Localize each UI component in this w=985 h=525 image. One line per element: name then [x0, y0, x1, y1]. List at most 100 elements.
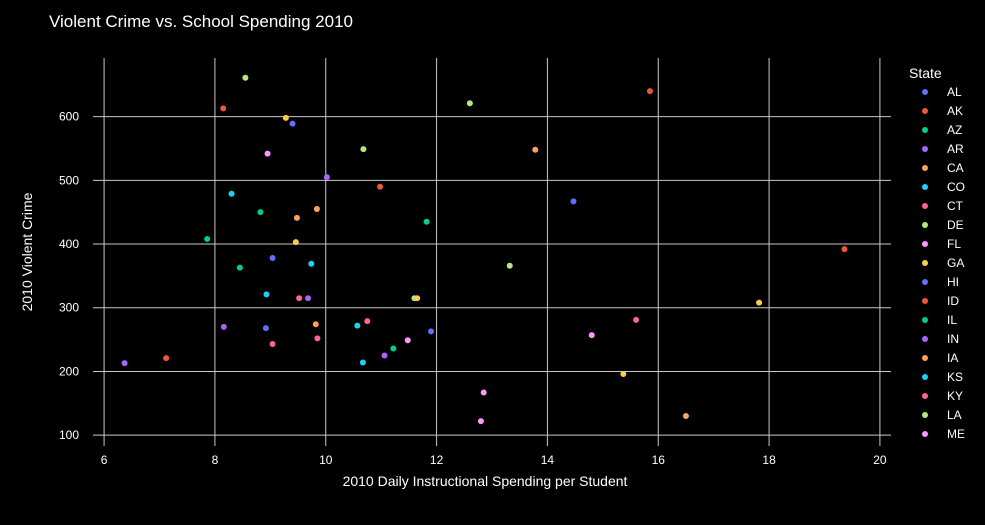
- data-point[interactable]: [323, 174, 330, 181]
- data-point[interactable]: [377, 183, 384, 190]
- legend-item[interactable]: IN: [922, 332, 959, 346]
- legend-item[interactable]: AK: [922, 104, 963, 118]
- data-point[interactable]: [262, 325, 269, 332]
- x-tick-label: 12: [430, 453, 444, 467]
- data-point[interactable]: [756, 299, 763, 306]
- legend-marker: [922, 146, 928, 152]
- data-point[interactable]: [354, 322, 361, 329]
- data-point[interactable]: [633, 316, 640, 323]
- data-point[interactable]: [314, 335, 321, 342]
- data-point[interactable]: [423, 218, 430, 225]
- x-axis-title: 2010 Daily Instructional Spending per St…: [343, 473, 628, 489]
- x-tick-label: 14: [541, 453, 555, 467]
- data-point[interactable]: [121, 360, 128, 367]
- data-point[interactable]: [292, 239, 299, 246]
- data-point[interactable]: [242, 74, 249, 81]
- legend-marker: [922, 317, 928, 323]
- legend-marker: [922, 165, 928, 171]
- data-point[interactable]: [841, 246, 848, 253]
- legend[interactable]: State AL AK AZ AR CA CO CT DE FL GA HI ID IL IN IA KS KY…: [909, 65, 965, 441]
- legend-marker: [922, 222, 928, 228]
- legend-label: AR: [947, 142, 964, 156]
- legend-item[interactable]: DE: [922, 218, 964, 232]
- data-point[interactable]: [220, 105, 227, 112]
- data-point[interactable]: [263, 291, 270, 298]
- legend-marker: [922, 108, 928, 114]
- data-point[interactable]: [428, 328, 435, 335]
- data-point[interactable]: [532, 146, 539, 153]
- data-point[interactable]: [282, 114, 289, 121]
- legend-marker: [922, 241, 928, 247]
- data-point[interactable]: [220, 323, 227, 330]
- legend-item[interactable]: GA: [922, 256, 964, 270]
- legend-label: CT: [947, 199, 964, 213]
- legend-label: ME: [947, 427, 965, 441]
- data-point[interactable]: [289, 120, 296, 127]
- legend-item[interactable]: CO: [922, 180, 965, 194]
- data-point[interactable]: [364, 318, 371, 325]
- data-point[interactable]: [163, 355, 170, 362]
- data-point[interactable]: [296, 295, 303, 302]
- data-point[interactable]: [588, 332, 595, 339]
- data-point[interactable]: [480, 389, 487, 396]
- data-point[interactable]: [204, 235, 211, 242]
- legend-item[interactable]: AZ: [922, 123, 962, 137]
- data-point[interactable]: [466, 100, 473, 107]
- data-point[interactable]: [414, 295, 421, 302]
- data-point[interactable]: [360, 146, 367, 153]
- data-point[interactable]: [506, 262, 513, 269]
- data-point[interactable]: [570, 198, 577, 205]
- x-tick-label: 20: [873, 453, 887, 467]
- legend-label: DE: [947, 218, 964, 232]
- legend-item[interactable]: FL: [922, 237, 961, 251]
- legend-marker: [922, 127, 928, 133]
- legend-marker: [922, 336, 928, 342]
- data-point[interactable]: [404, 337, 411, 344]
- data-point[interactable]: [293, 214, 300, 221]
- legend-item[interactable]: ME: [922, 427, 965, 441]
- legend-item[interactable]: ID: [922, 294, 959, 308]
- legend-label: KY: [947, 389, 963, 403]
- data-point[interactable]: [264, 150, 271, 157]
- data-point[interactable]: [682, 413, 689, 420]
- data-point[interactable]: [269, 341, 276, 348]
- legend-marker: [922, 89, 928, 95]
- legend-item[interactable]: CA: [922, 161, 964, 175]
- legend-item[interactable]: IA: [922, 351, 958, 365]
- legend-item[interactable]: KY: [922, 389, 963, 403]
- legend-label: GA: [947, 256, 964, 270]
- data-point[interactable]: [269, 255, 276, 262]
- data-points[interactable]: [121, 74, 848, 425]
- legend-marker: [922, 355, 928, 361]
- legend-label: AZ: [947, 123, 962, 137]
- legend-item[interactable]: CT: [922, 199, 964, 213]
- y-tick-label: 200: [59, 364, 79, 378]
- data-point[interactable]: [646, 88, 653, 95]
- data-point[interactable]: [312, 321, 319, 328]
- data-point[interactable]: [313, 205, 320, 212]
- legend-item[interactable]: KS: [922, 370, 963, 384]
- legend-item[interactable]: IL: [922, 313, 957, 327]
- data-point[interactable]: [228, 190, 235, 197]
- data-point[interactable]: [359, 359, 366, 366]
- legend-item[interactable]: LA: [922, 408, 962, 422]
- y-tick-label: 300: [59, 301, 79, 315]
- data-point[interactable]: [477, 418, 484, 425]
- y-tick-labels: 100 200 300 400 500 600: [59, 110, 79, 443]
- data-point[interactable]: [390, 345, 397, 352]
- data-point[interactable]: [257, 209, 264, 216]
- data-point[interactable]: [381, 352, 388, 359]
- x-tick-label: 6: [101, 453, 108, 467]
- y-axis-title: 2010 Violent Crime: [19, 192, 35, 311]
- legend-item[interactable]: AL: [922, 85, 962, 99]
- data-point[interactable]: [305, 295, 312, 302]
- legend-label: ID: [947, 294, 959, 308]
- data-point[interactable]: [236, 264, 243, 271]
- legend-item[interactable]: AR: [922, 142, 964, 156]
- legend-marker: [922, 279, 928, 285]
- legend-marker: [922, 374, 928, 380]
- legend-item[interactable]: HI: [922, 275, 959, 289]
- data-point[interactable]: [308, 260, 315, 267]
- data-point[interactable]: [620, 371, 627, 378]
